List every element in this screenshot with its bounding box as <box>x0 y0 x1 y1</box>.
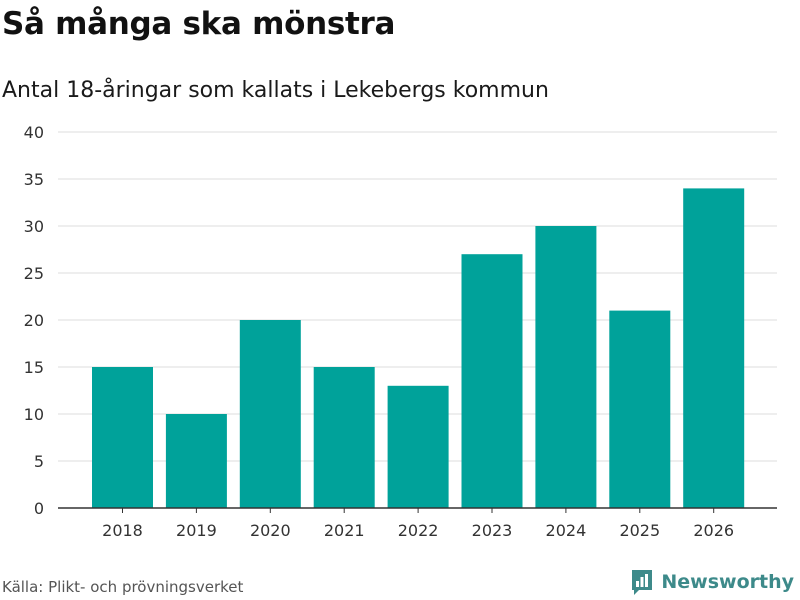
bar-2018[interactable] <box>92 367 153 508</box>
bar-2024[interactable] <box>535 226 597 508</box>
bars <box>92 188 745 508</box>
bar-2021[interactable] <box>313 367 375 508</box>
chart-subtitle: Antal 18-åringar som kallats i Lekebergs… <box>2 78 549 103</box>
source-note: Källa: Plikt- och prövningsverket <box>2 578 244 596</box>
brand-name: Newsworthy <box>661 571 794 593</box>
x-tick-label: 2024 <box>546 521 587 540</box>
bar-2022[interactable] <box>387 385 449 508</box>
y-tick-labels: 0 5 10 15 20 25 30 35 40 <box>24 123 44 518</box>
x-tick-label: 2023 <box>472 521 513 540</box>
bar-2025[interactable] <box>609 310 671 508</box>
y-tick-label: 0 <box>34 499 44 518</box>
y-tick-label: 40 <box>24 123 44 142</box>
bar-2019[interactable] <box>165 414 227 508</box>
chart-title: Så många ska mönstra <box>2 6 396 42</box>
x-tick-label: 2025 <box>619 521 660 540</box>
y-tick-label: 30 <box>24 217 44 236</box>
x-tick-label: 2022 <box>398 521 439 540</box>
x-tick-label: 2021 <box>324 521 365 540</box>
y-tick-label: 35 <box>24 170 44 189</box>
y-tick-label: 15 <box>24 358 44 377</box>
y-tick-label: 25 <box>24 264 44 283</box>
brand-logo[interactable]: Newsworthy <box>630 568 794 596</box>
y-tick-label: 20 <box>24 311 44 330</box>
bar-2020[interactable] <box>239 320 301 508</box>
x-tick-label: 2019 <box>176 521 217 540</box>
bar-2026[interactable] <box>683 188 745 508</box>
x-tick-label: 2018 <box>102 521 143 540</box>
x-tick-labels: 2018 2019 2020 2021 2022 2023 2024 2025 2026 <box>102 508 734 540</box>
y-tick-label: 10 <box>24 405 44 424</box>
x-tick-label: 2026 <box>693 521 734 540</box>
x-tick-label: 2020 <box>250 521 291 540</box>
bar-2023[interactable] <box>461 254 523 508</box>
newsworthy-logo-icon <box>632 570 653 595</box>
y-tick-label: 5 <box>34 452 44 471</box>
